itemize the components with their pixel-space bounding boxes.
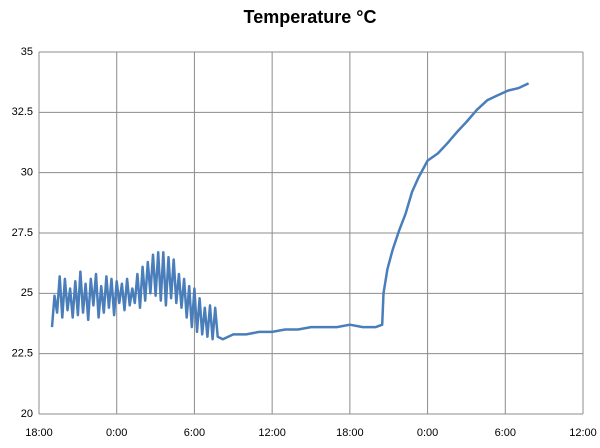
y-tick-label: 35 xyxy=(21,46,33,58)
x-tick-label: 0:00 xyxy=(106,427,127,439)
y-tick-label: 25 xyxy=(21,287,33,299)
y-tick-label: 22.5 xyxy=(12,348,33,360)
x-tick-label: 18:00 xyxy=(25,427,53,439)
y-tick-label: 20 xyxy=(21,408,33,420)
x-tick-label: 6:00 xyxy=(184,427,205,439)
x-tick-label: 0:00 xyxy=(417,427,438,439)
y-tick-label: 32.5 xyxy=(12,106,33,118)
data-line xyxy=(50,82,530,341)
y-tick-label: 27.5 xyxy=(12,227,33,239)
x-tick-label: 6:00 xyxy=(495,427,516,439)
chart-title: Temperature °C xyxy=(244,7,377,27)
y-tick-label: 30 xyxy=(21,167,33,179)
x-tick-label: 12:00 xyxy=(258,427,286,439)
x-tick-label: 12:00 xyxy=(569,427,597,439)
x-tick-label: 18:00 xyxy=(336,427,364,439)
